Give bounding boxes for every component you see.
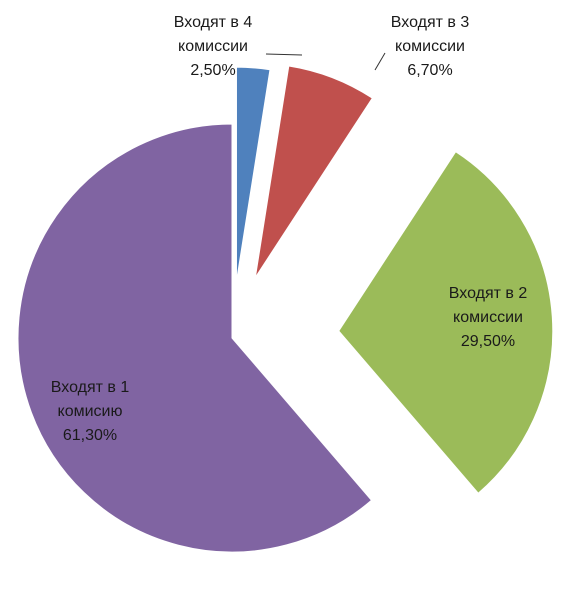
pie-slice — [235, 66, 271, 282]
slice-label: Входят в 2 комиссии 29,50% — [449, 285, 528, 350]
leader-line — [374, 52, 386, 71]
slice-label-line: Входят в 3 — [391, 14, 470, 31]
slice-label-line: комиссии — [178, 38, 248, 55]
slice-label-line: комиссии — [453, 309, 523, 326]
pie-slice — [338, 151, 554, 494]
slice-labels: Входят в 4 комиссии 2,50% Входят в 3 комисси… — [51, 14, 528, 444]
slice-value-label: 29,50% — [461, 333, 515, 350]
slice-value-label: 61,30% — [63, 427, 117, 444]
slice-label-line: комиссии — [395, 38, 465, 55]
slice-label: Входят в 3 комиссии 6,70% — [391, 14, 470, 79]
leader-line — [265, 53, 303, 56]
slice-label-line: комисию — [58, 403, 123, 420]
pie-slice — [254, 65, 373, 278]
slice-label-line: Входят в 1 — [51, 379, 130, 396]
leader-lines — [265, 52, 386, 71]
slice-label-line: Входят в 4 — [174, 14, 253, 31]
pie-slices — [17, 65, 554, 553]
slice-value-label: 2,50% — [190, 62, 235, 79]
slice-label-line: Входят в 2 — [449, 285, 528, 302]
slice-label: Входят в 1 комисию 61,30% — [51, 379, 130, 444]
slice-value-label: 6,70% — [407, 62, 452, 79]
pie-slice — [17, 123, 373, 553]
slice-label: Входят в 4 комиссии 2,50% — [174, 14, 253, 79]
